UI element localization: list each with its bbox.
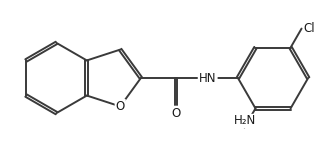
Text: HN: HN <box>199 71 216 85</box>
Text: Cl: Cl <box>304 22 315 35</box>
Text: H₂N: H₂N <box>233 114 256 127</box>
Text: O: O <box>116 100 125 113</box>
Text: O: O <box>171 107 181 120</box>
